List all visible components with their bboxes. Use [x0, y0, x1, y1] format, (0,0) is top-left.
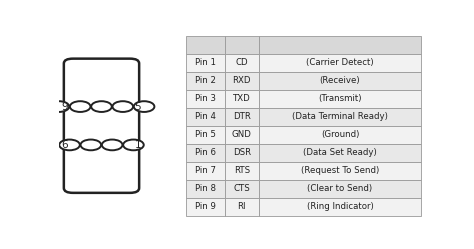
Bar: [259, 198, 421, 216]
Text: RTS: RTS: [234, 166, 250, 175]
Text: (Clear to Send): (Clear to Send): [308, 184, 373, 193]
Bar: [225, 180, 259, 198]
Bar: [225, 36, 259, 54]
Text: (Carrier Detect): (Carrier Detect): [306, 58, 374, 67]
Text: TXD: TXD: [233, 94, 251, 103]
Circle shape: [59, 139, 80, 150]
Bar: [225, 54, 259, 72]
Text: DTR: DTR: [233, 112, 251, 121]
Text: (Request To Send): (Request To Send): [301, 166, 379, 175]
Text: RXD: RXD: [233, 76, 251, 85]
Bar: [186, 126, 225, 144]
Bar: [186, 180, 225, 198]
Bar: [186, 162, 225, 180]
Bar: [186, 36, 225, 54]
Text: GND: GND: [232, 130, 252, 139]
Bar: [186, 144, 225, 162]
Circle shape: [112, 101, 133, 112]
Text: Pin 6: Pin 6: [195, 148, 216, 157]
Bar: [259, 180, 421, 198]
Bar: [225, 198, 259, 216]
Bar: [259, 144, 421, 162]
Bar: [225, 144, 259, 162]
Bar: [259, 108, 421, 126]
Bar: [186, 198, 225, 216]
Circle shape: [81, 139, 101, 150]
FancyBboxPatch shape: [64, 59, 139, 193]
Circle shape: [91, 101, 112, 112]
Bar: [225, 90, 259, 108]
Bar: [186, 108, 225, 126]
Text: 5: 5: [134, 102, 141, 112]
Bar: [259, 36, 421, 54]
Text: Pin 5: Pin 5: [195, 130, 216, 139]
Text: RI: RI: [237, 202, 246, 211]
Text: Pin 8: Pin 8: [195, 184, 216, 193]
Text: Pin 2: Pin 2: [195, 76, 216, 85]
Text: CTS: CTS: [234, 184, 250, 193]
Text: (Ground): (Ground): [321, 130, 359, 139]
Bar: [225, 162, 259, 180]
Text: (Transmit): (Transmit): [318, 94, 362, 103]
Text: (Data Terminal Ready): (Data Terminal Ready): [292, 112, 388, 121]
Text: Pin 3: Pin 3: [195, 94, 216, 103]
Text: DSR: DSR: [233, 148, 251, 157]
Bar: [186, 54, 225, 72]
Text: Pin 7: Pin 7: [195, 166, 216, 175]
Text: 1: 1: [134, 140, 141, 150]
Text: Pin 9: Pin 9: [195, 202, 216, 211]
Bar: [259, 126, 421, 144]
Bar: [225, 72, 259, 90]
Text: (Receive): (Receive): [319, 76, 360, 85]
Text: (Data Set Ready): (Data Set Ready): [303, 148, 377, 157]
Text: CD: CD: [236, 58, 248, 67]
Bar: [225, 126, 259, 144]
Circle shape: [134, 101, 155, 112]
Circle shape: [70, 101, 91, 112]
Text: (Ring Indicator): (Ring Indicator): [307, 202, 374, 211]
Bar: [259, 72, 421, 90]
Text: Pin 1: Pin 1: [195, 58, 216, 67]
Text: Pin 4: Pin 4: [195, 112, 216, 121]
Circle shape: [102, 139, 122, 150]
Bar: [259, 54, 421, 72]
Bar: [259, 162, 421, 180]
Bar: [225, 108, 259, 126]
Circle shape: [49, 101, 69, 112]
Text: 9: 9: [61, 102, 67, 112]
Bar: [186, 72, 225, 90]
Bar: [259, 90, 421, 108]
Circle shape: [123, 139, 144, 150]
Text: 6: 6: [61, 140, 67, 150]
Bar: [186, 90, 225, 108]
